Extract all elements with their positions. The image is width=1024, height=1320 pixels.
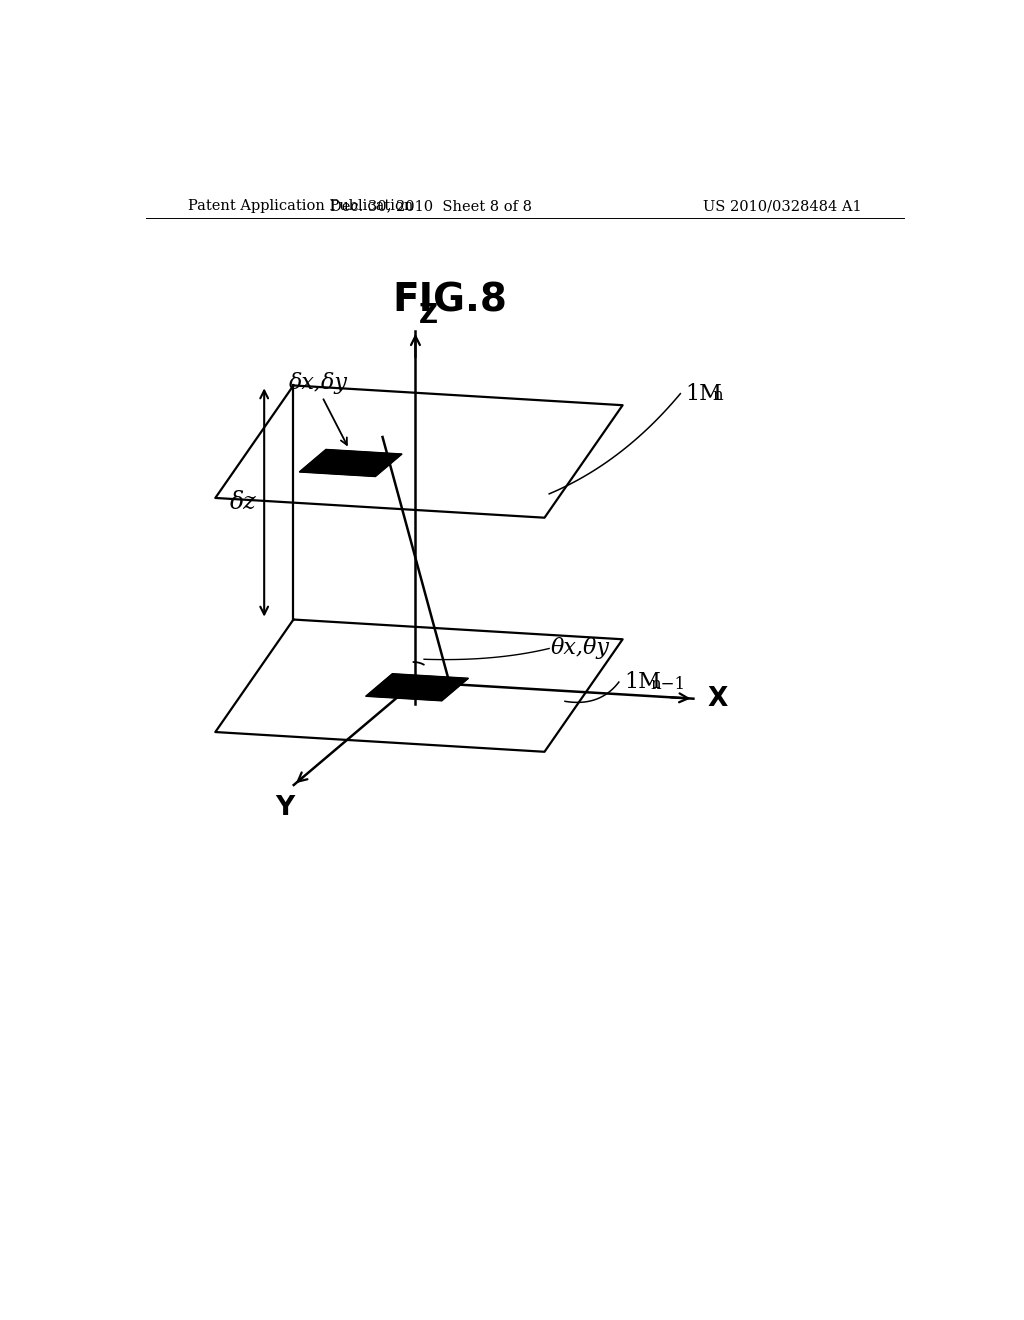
Text: δz: δz — [229, 491, 256, 513]
Text: Z: Z — [419, 304, 437, 329]
Text: Y: Y — [275, 795, 294, 821]
Text: n: n — [712, 388, 723, 404]
Polygon shape — [299, 449, 402, 477]
Polygon shape — [366, 673, 468, 701]
Text: Dec. 30, 2010  Sheet 8 of 8: Dec. 30, 2010 Sheet 8 of 8 — [330, 199, 531, 213]
Text: X: X — [708, 686, 728, 713]
Text: US 2010/0328484 A1: US 2010/0328484 A1 — [703, 199, 862, 213]
Text: δx,δy: δx,δy — [289, 372, 348, 393]
Text: 1M: 1M — [625, 671, 662, 693]
Text: θx,θy: θx,θy — [551, 638, 609, 660]
Text: Patent Application Publication: Patent Application Publication — [188, 199, 414, 213]
Text: FIG.8: FIG.8 — [392, 282, 508, 319]
Text: 1M: 1M — [686, 383, 723, 405]
Text: n−1: n−1 — [650, 676, 686, 693]
